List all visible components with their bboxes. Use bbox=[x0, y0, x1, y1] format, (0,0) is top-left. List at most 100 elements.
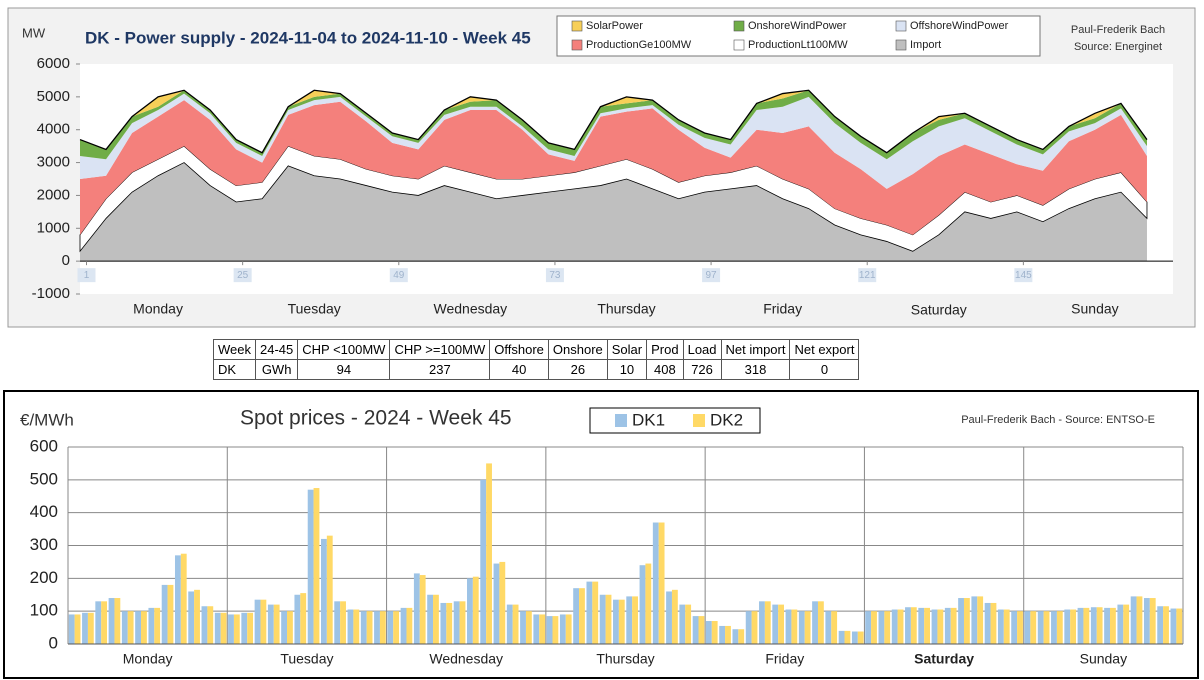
day-label: Sunday bbox=[1080, 651, 1127, 667]
bar bbox=[626, 596, 633, 644]
bar bbox=[918, 607, 925, 644]
source: Source: Energinet bbox=[1074, 41, 1162, 53]
x-tick-label: 49 bbox=[393, 270, 405, 281]
y-tick-label: 1000 bbox=[37, 219, 70, 236]
bar bbox=[639, 565, 646, 644]
bar bbox=[844, 630, 851, 644]
bar bbox=[778, 604, 784, 644]
bar bbox=[480, 479, 487, 644]
x-tick-bg bbox=[702, 268, 721, 283]
bar bbox=[533, 614, 540, 644]
bar bbox=[520, 611, 526, 644]
table-cell: 94 bbox=[297, 359, 391, 380]
bar bbox=[512, 604, 519, 644]
bar bbox=[228, 614, 234, 644]
bar bbox=[652, 522, 659, 644]
bar bbox=[472, 576, 479, 644]
summary-table: Week 24-45 CHP <100MW CHP >=100MW Offshore On… bbox=[213, 339, 860, 380]
y-tick-label: 400 bbox=[30, 502, 58, 521]
x-tick-bg bbox=[233, 268, 252, 283]
bar bbox=[525, 611, 532, 644]
x-tick-label: 73 bbox=[549, 270, 561, 281]
bar bbox=[997, 609, 1004, 644]
bar bbox=[400, 607, 407, 644]
chart-title: DK - Power supply - 2024-11-04 to 2024-1… bbox=[85, 28, 531, 47]
day-label: Tuesday bbox=[280, 651, 333, 667]
table-cell: 10 bbox=[606, 359, 648, 380]
legend-label: OffshoreWindPower bbox=[910, 20, 1009, 32]
area-series bbox=[80, 100, 1147, 235]
y-tick-label: 5000 bbox=[37, 88, 70, 105]
day-label: Monday bbox=[123, 651, 173, 667]
bar bbox=[1064, 609, 1071, 644]
table-cell: Offshore bbox=[489, 339, 549, 360]
x-tick-label: 145 bbox=[1015, 270, 1032, 281]
bar bbox=[605, 594, 612, 644]
bar bbox=[74, 614, 81, 644]
bar bbox=[1011, 611, 1018, 644]
legend-swatch bbox=[571, 20, 583, 32]
table-row: DK GWh 94 237 40 26 10 408 726 318 0 bbox=[213, 359, 860, 380]
bar bbox=[207, 606, 214, 644]
bar bbox=[924, 607, 931, 644]
bar bbox=[167, 584, 174, 644]
bar bbox=[1077, 607, 1084, 644]
bar bbox=[592, 581, 599, 644]
bar bbox=[944, 607, 951, 644]
bar bbox=[878, 611, 885, 644]
bar bbox=[831, 611, 838, 644]
bar bbox=[573, 588, 580, 644]
day-label: Friday bbox=[765, 651, 804, 667]
legend-label: DK1 bbox=[632, 410, 665, 429]
bar bbox=[366, 611, 373, 644]
bar bbox=[273, 604, 280, 644]
bar bbox=[804, 611, 811, 644]
bar bbox=[905, 607, 911, 644]
bar bbox=[559, 614, 566, 644]
author: Paul-Frederik Bach bbox=[1071, 24, 1165, 36]
legend-swatch bbox=[895, 39, 907, 51]
bar bbox=[486, 463, 492, 644]
bar bbox=[1070, 609, 1077, 644]
bar bbox=[891, 609, 898, 644]
bar bbox=[632, 596, 638, 644]
y-tick-label: -1000 bbox=[32, 285, 70, 302]
legend-box bbox=[556, 15, 1041, 57]
y-tick-label: 100 bbox=[30, 601, 58, 620]
bar bbox=[1104, 607, 1110, 644]
bar bbox=[579, 588, 585, 644]
x-tick-label: 97 bbox=[706, 270, 718, 281]
day-label: Thursday bbox=[597, 301, 655, 317]
day-label: Wednesday bbox=[434, 301, 508, 317]
bar bbox=[798, 611, 805, 644]
bar bbox=[114, 598, 121, 644]
legend-swatch bbox=[733, 20, 745, 32]
source: Paul-Frederik Bach - Source: ENTSO-E bbox=[961, 414, 1155, 426]
bar bbox=[1017, 611, 1023, 644]
table-cell: 408 bbox=[646, 359, 684, 380]
bar bbox=[599, 594, 606, 644]
y-tick-label: 3000 bbox=[37, 154, 70, 171]
table-cell: Load bbox=[682, 339, 722, 360]
bar bbox=[340, 601, 346, 644]
bar bbox=[101, 601, 108, 644]
bar bbox=[666, 591, 672, 644]
bar bbox=[379, 611, 386, 644]
bar bbox=[1117, 604, 1124, 644]
table-cell: 726 bbox=[682, 359, 722, 380]
area-series bbox=[80, 93, 1147, 189]
legend-label: SolarPower bbox=[586, 20, 643, 32]
bar bbox=[865, 611, 872, 644]
day-label: Thursday bbox=[596, 651, 654, 667]
day-label: Wednesday bbox=[429, 651, 503, 667]
bar bbox=[871, 611, 877, 644]
bar bbox=[552, 616, 559, 644]
y-tick-label: 300 bbox=[30, 535, 58, 554]
bar bbox=[671, 589, 678, 644]
bar bbox=[565, 614, 572, 644]
bar bbox=[459, 601, 466, 644]
bar bbox=[1003, 609, 1010, 644]
bar bbox=[732, 629, 739, 644]
bar bbox=[121, 611, 128, 644]
bar bbox=[851, 631, 858, 644]
